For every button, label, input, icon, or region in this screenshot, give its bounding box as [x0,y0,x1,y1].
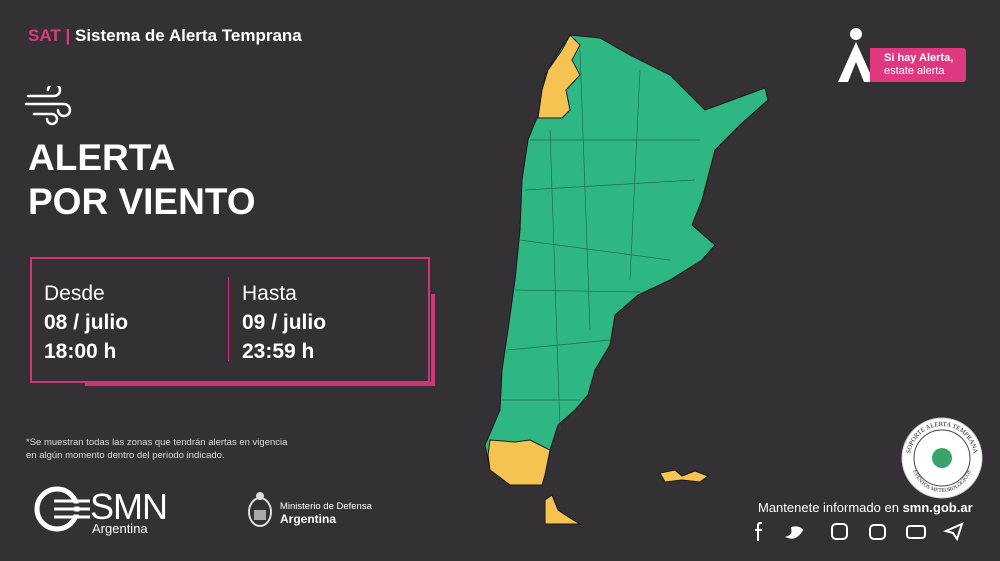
from-label: Desde [44,282,105,305]
badge-line: Si hay Alerta, [884,52,954,64]
islands [659,469,710,483]
alert-zone [487,439,551,486]
alert-zone [537,34,581,119]
ministry-name: Ministerio de Defensa [280,501,372,512]
country-shape [484,34,769,486]
to-date: 09 / julio [242,311,327,334]
to-column: Hasta 09 / julio 23:59 h [242,279,326,366]
title-line: POR VIENTO [28,181,256,222]
period-box: Desde 08 / julio 18:00 h Hasta 09 / juli… [30,257,430,383]
divider [228,277,229,361]
facebook-icon[interactable] [755,522,762,541]
separator: | [65,26,71,45]
alert-icon [838,28,874,82]
borders [502,49,700,431]
map [484,34,769,525]
tv-icon[interactable] [869,524,886,540]
ministry: Ministerio de Defensa Argentina [280,500,372,526]
info-url[interactable]: smn.gob.ar [902,500,973,515]
from-date: 08 / julio [44,311,129,334]
box-accent [85,294,435,386]
alert-title: ALERTA POR VIENTO [28,136,256,224]
from-time: 18:00 h [44,340,117,363]
header: SAT | Sistema de Alerta Temprana [28,26,302,46]
from-column: Desde 08 / julio 18:00 h [44,279,128,366]
youtube-icon[interactable] [906,525,926,539]
info: Mantenete informado en smn.gob.ar [758,500,973,515]
smn-logo [34,486,90,532]
instagram-icon[interactable] [831,523,848,540]
smn-name: SMN [90,486,168,527]
wind-icon [24,86,72,126]
twitter-icon[interactable] [785,526,804,539]
seal: SOPORTE ALERTA TEMPRANA EVENTOS METEOROL… [901,417,983,499]
to-label: Hasta [242,282,297,305]
alert-zone [544,494,582,525]
badge-line: estate alerta [884,65,945,77]
title-line: ALERTA [28,137,176,178]
smn-country: Argentina [92,521,148,536]
brand: SAT [28,26,61,45]
telegram-icon[interactable] [943,522,964,542]
social-icons [755,522,964,542]
ministry-country: Argentina [280,512,337,526]
info-text: Mantenete informado en [758,500,899,515]
system-name: Sistema de Alerta Temprana [74,26,302,45]
alert-badge: Si hay Alerta, estate alerta [870,48,966,82]
coat-of-arms [248,492,272,527]
to-time: 23:59 h [242,340,315,363]
note: *Se muestran todas las zonas que tendrán… [26,437,288,461]
